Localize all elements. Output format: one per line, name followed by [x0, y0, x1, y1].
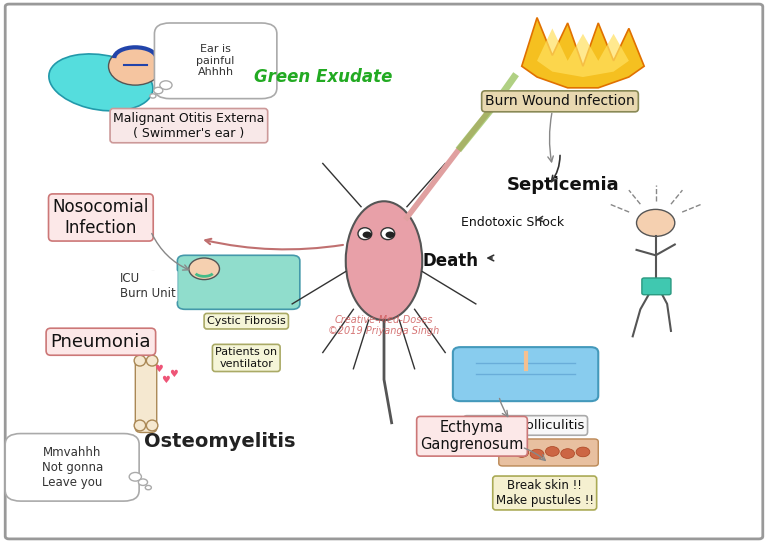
FancyBboxPatch shape — [5, 433, 139, 501]
Circle shape — [189, 258, 220, 280]
Text: Green Exudate: Green Exudate — [253, 68, 392, 86]
Circle shape — [637, 210, 675, 236]
Ellipse shape — [381, 228, 395, 239]
Circle shape — [561, 449, 574, 458]
Circle shape — [154, 87, 163, 94]
Circle shape — [129, 472, 141, 481]
Circle shape — [160, 81, 172, 90]
Text: ♥: ♥ — [161, 375, 170, 384]
Circle shape — [386, 231, 395, 238]
Text: Malignant Otitis Externa
( Swimmer's ear ): Malignant Otitis Externa ( Swimmer's ear… — [113, 112, 264, 140]
Text: Patients on
ventilator: Patients on ventilator — [215, 347, 277, 369]
Text: Death: Death — [422, 252, 478, 270]
Circle shape — [145, 485, 151, 490]
Circle shape — [108, 47, 162, 85]
FancyBboxPatch shape — [5, 4, 763, 539]
Text: ♥: ♥ — [154, 364, 163, 374]
Ellipse shape — [134, 420, 146, 431]
Circle shape — [138, 479, 147, 485]
Circle shape — [530, 449, 544, 459]
Circle shape — [362, 231, 372, 238]
Text: Osteomyelitis: Osteomyelitis — [144, 432, 295, 451]
Text: Nosocomial
Infection: Nosocomial Infection — [53, 198, 149, 237]
Text: Break skin !!
Make pustules !!: Break skin !! Make pustules !! — [495, 479, 594, 507]
Text: Septicemia: Septicemia — [506, 176, 619, 194]
Circle shape — [515, 447, 528, 457]
Text: Mmvahhh
Not gonna
Leave you: Mmvahhh Not gonna Leave you — [42, 446, 103, 489]
FancyBboxPatch shape — [154, 23, 277, 99]
Text: Ecthyma
Gangrenosum: Ecthyma Gangrenosum — [420, 420, 524, 452]
Circle shape — [576, 447, 590, 457]
Text: Burn Wound Infection: Burn Wound Infection — [485, 94, 635, 109]
Circle shape — [150, 94, 156, 98]
Ellipse shape — [346, 201, 422, 320]
FancyBboxPatch shape — [177, 255, 300, 310]
Circle shape — [545, 446, 559, 456]
Ellipse shape — [358, 228, 372, 239]
Ellipse shape — [147, 420, 158, 431]
FancyBboxPatch shape — [498, 439, 598, 466]
Ellipse shape — [49, 54, 153, 111]
Polygon shape — [537, 28, 629, 77]
Text: Hot tub folliculitis: Hot tub folliculitis — [467, 419, 584, 432]
Text: Endotoxic Shock: Endotoxic Shock — [461, 216, 564, 229]
Text: Ear is
painful
Ahhhh: Ear is painful Ahhhh — [197, 44, 235, 78]
FancyBboxPatch shape — [135, 359, 157, 432]
Text: Cystic Fibrosis: Cystic Fibrosis — [207, 316, 286, 326]
Text: ♥: ♥ — [169, 369, 178, 379]
Ellipse shape — [134, 355, 146, 366]
Text: ICU
Burn Unit: ICU Burn Unit — [120, 272, 176, 300]
Ellipse shape — [147, 355, 158, 366]
Text: Pneumonia: Pneumonia — [51, 333, 151, 351]
FancyBboxPatch shape — [453, 347, 598, 401]
Text: Creative-Med-Doses
©2019 Priyanga Singh: Creative-Med-Doses ©2019 Priyanga Singh — [329, 315, 439, 336]
Polygon shape — [521, 17, 644, 88]
FancyBboxPatch shape — [642, 278, 671, 295]
